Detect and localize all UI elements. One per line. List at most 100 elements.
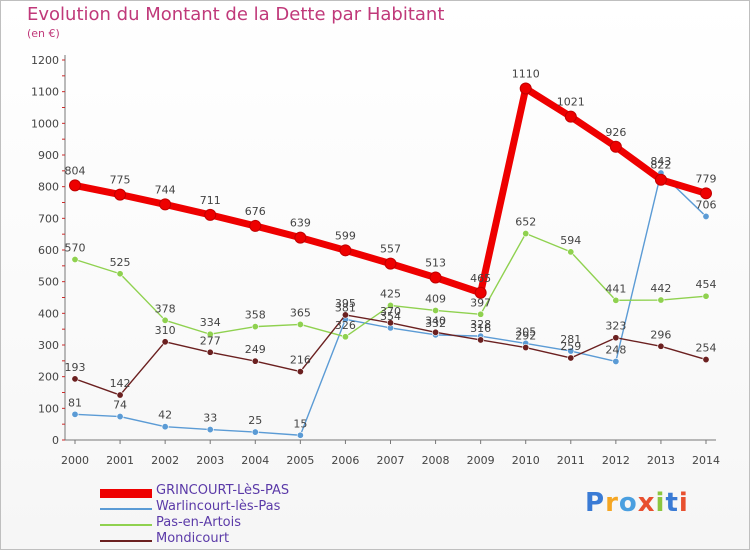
data-point — [477, 310, 485, 318]
data-label: 332 — [425, 317, 446, 330]
x-tick-label: 2012 — [602, 454, 630, 467]
data-label: 277 — [200, 334, 221, 347]
data-point — [702, 356, 710, 364]
data-point — [567, 347, 575, 355]
data-point — [702, 212, 710, 220]
data-point — [474, 286, 487, 299]
x-tick-label: 2006 — [331, 454, 359, 467]
data-label: 1110 — [512, 68, 540, 81]
data-label: 365 — [290, 306, 311, 319]
x-tick-label: 2011 — [557, 454, 585, 467]
data-point — [341, 333, 349, 341]
data-label: 513 — [425, 257, 446, 270]
x-tick-label: 2000 — [61, 454, 89, 467]
line-chart: 0 100 200 300 400 500 600 700 800 900 1000 1100 1200… — [31, 54, 720, 467]
data-labels-layer: 81 74 42 33 25 15 381 354 332 328 305 281 248 843 706 5… — [65, 68, 717, 431]
data-label: 525 — [110, 256, 131, 269]
x-tick-label: 2014 — [692, 454, 720, 467]
data-label: 594 — [560, 234, 581, 247]
data-point — [609, 140, 622, 153]
data-label: 381 — [335, 301, 356, 314]
chart-title: Evolution du Montant de la Dette par Hab… — [27, 4, 445, 25]
data-point — [161, 316, 169, 324]
data-point — [116, 391, 124, 399]
legend-swatch — [100, 508, 152, 510]
x-tick-label: 2004 — [241, 454, 269, 467]
data-label: 326 — [335, 319, 356, 332]
data-label: 25 — [248, 414, 262, 427]
data-point — [294, 231, 307, 244]
data-point — [206, 348, 214, 356]
series-pas-en-artois — [71, 230, 710, 341]
legend-swatch — [100, 524, 152, 526]
data-label: 454 — [696, 278, 717, 291]
data-label: 409 — [425, 292, 446, 305]
data-point — [657, 342, 665, 350]
data-label: 706 — [696, 198, 717, 211]
proxiti-logo: Proxiti — [585, 488, 689, 518]
series-layer — [69, 82, 712, 439]
data-label: 74 — [113, 399, 127, 412]
data-point — [519, 82, 532, 95]
data-label: 249 — [245, 343, 266, 356]
data-point — [206, 426, 214, 434]
data-point — [429, 271, 442, 284]
data-point — [612, 357, 620, 365]
data-point — [341, 311, 349, 319]
data-label: 744 — [155, 183, 176, 196]
data-point — [71, 375, 79, 383]
legend-swatch — [100, 540, 152, 542]
data-label: 441 — [605, 282, 626, 295]
legend-label: Pas-en-Artois — [156, 515, 242, 530]
data-label: 259 — [560, 340, 581, 353]
data-label: 193 — [65, 361, 86, 374]
data-label: 254 — [696, 342, 717, 355]
x-tick-label: 2003 — [196, 454, 224, 467]
data-label: 358 — [245, 309, 266, 322]
y-tick-label: 0 — [52, 434, 59, 447]
y-tick-label: 1100 — [31, 86, 59, 99]
data-label: 425 — [380, 287, 401, 300]
legend-label: Mondicourt — [156, 531, 230, 546]
data-point — [161, 423, 169, 431]
logo-letter: t — [665, 488, 679, 518]
x-tick-label: 2007 — [377, 454, 405, 467]
data-point — [477, 336, 485, 344]
data-label: 926 — [605, 126, 626, 139]
data-point — [432, 306, 440, 314]
x-tick-label: 2008 — [422, 454, 450, 467]
logo-letter: x — [637, 488, 656, 518]
x-tick-label: 2001 — [106, 454, 134, 467]
data-label: 323 — [605, 320, 626, 333]
data-label: 570 — [65, 242, 86, 255]
data-point — [432, 328, 440, 336]
x-tick-label: 2002 — [151, 454, 179, 467]
data-point — [251, 428, 259, 436]
data-point — [522, 230, 530, 238]
y-tick-label: 900 — [38, 149, 59, 162]
data-point — [249, 219, 262, 232]
data-label: 310 — [155, 324, 176, 337]
axes: 0 100 200 300 400 500 600 700 800 900 1000 1100 1200… — [31, 54, 720, 467]
data-label: 15 — [293, 417, 307, 430]
chart-unit: (en €) — [27, 27, 60, 40]
data-point — [657, 296, 665, 304]
data-point — [522, 344, 530, 352]
data-point — [384, 257, 397, 270]
data-label: 292 — [515, 330, 536, 343]
data-point — [612, 296, 620, 304]
data-label: 775 — [110, 174, 131, 187]
y-tick-label: 100 — [38, 402, 59, 415]
legend-swatch — [100, 488, 152, 498]
data-point — [700, 187, 712, 200]
data-point — [296, 320, 304, 328]
x-tick-label: 2005 — [286, 454, 314, 467]
y-tick-label: 600 — [38, 244, 59, 257]
data-point — [159, 198, 172, 211]
data-point — [206, 330, 214, 338]
y-tick-label: 400 — [38, 307, 59, 320]
data-label: 81 — [68, 396, 82, 409]
data-point — [339, 244, 352, 257]
data-label: 639 — [290, 217, 311, 230]
data-label: 843 — [650, 155, 671, 168]
